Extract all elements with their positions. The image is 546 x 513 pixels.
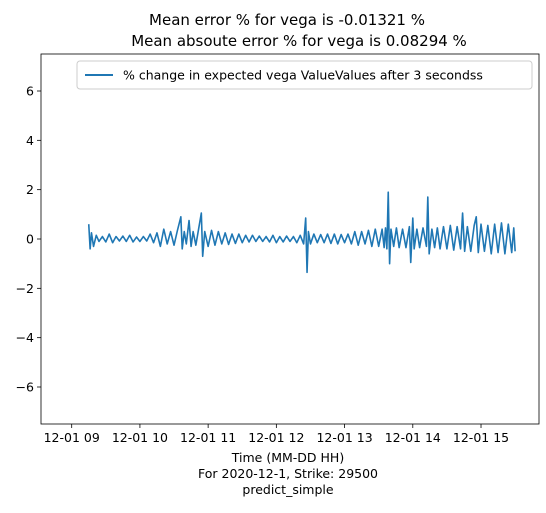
- y-tick-label: 2: [26, 182, 34, 197]
- x-axis-sublabel-model: predict_simple: [242, 482, 333, 497]
- y-tick-label: −2: [16, 281, 34, 296]
- legend: % change in expected vega ValueValues af…: [76, 60, 533, 90]
- series-line: [87, 191, 516, 274]
- y-tick-label: 6: [26, 84, 34, 99]
- x-tick-label: 12-01 12: [248, 430, 304, 445]
- x-tick-label: 12-01 10: [112, 430, 168, 445]
- y-axis-ticks: −6 −4 −2 0 2 4 6: [16, 84, 41, 395]
- x-axis-sublabel-date-strike: For 2020-12-1, Strike: 29500: [198, 466, 378, 481]
- legend-box: [76, 60, 533, 90]
- chart-title-line-2: Mean absoute error % for vega is 0.08294…: [131, 32, 467, 50]
- legend-entry-label: % change in expected vega ValueValues af…: [123, 68, 483, 83]
- x-axis-ticks: 12-01 09 12-01 10 12-01 11 12-01 12 12-01 13…: [44, 424, 509, 445]
- x-tick-label: 12-01 15: [453, 430, 509, 445]
- x-tick-label: 12-01 09: [44, 430, 100, 445]
- chart-title-line-1: Mean error % for vega is -0.01321 %: [149, 11, 425, 29]
- x-tick-label: 12-01 11: [180, 430, 236, 445]
- x-axis-label: Time (MM-DD HH): [231, 450, 344, 465]
- y-tick-label: 4: [26, 133, 34, 148]
- y-tick-label: −6: [16, 380, 34, 395]
- x-tick-label: 12-01 14: [385, 430, 441, 445]
- y-tick-label: −4: [16, 330, 34, 345]
- x-tick-label: 12-01 13: [316, 430, 372, 445]
- series-group: [87, 191, 516, 274]
- y-tick-label: 0: [26, 232, 34, 247]
